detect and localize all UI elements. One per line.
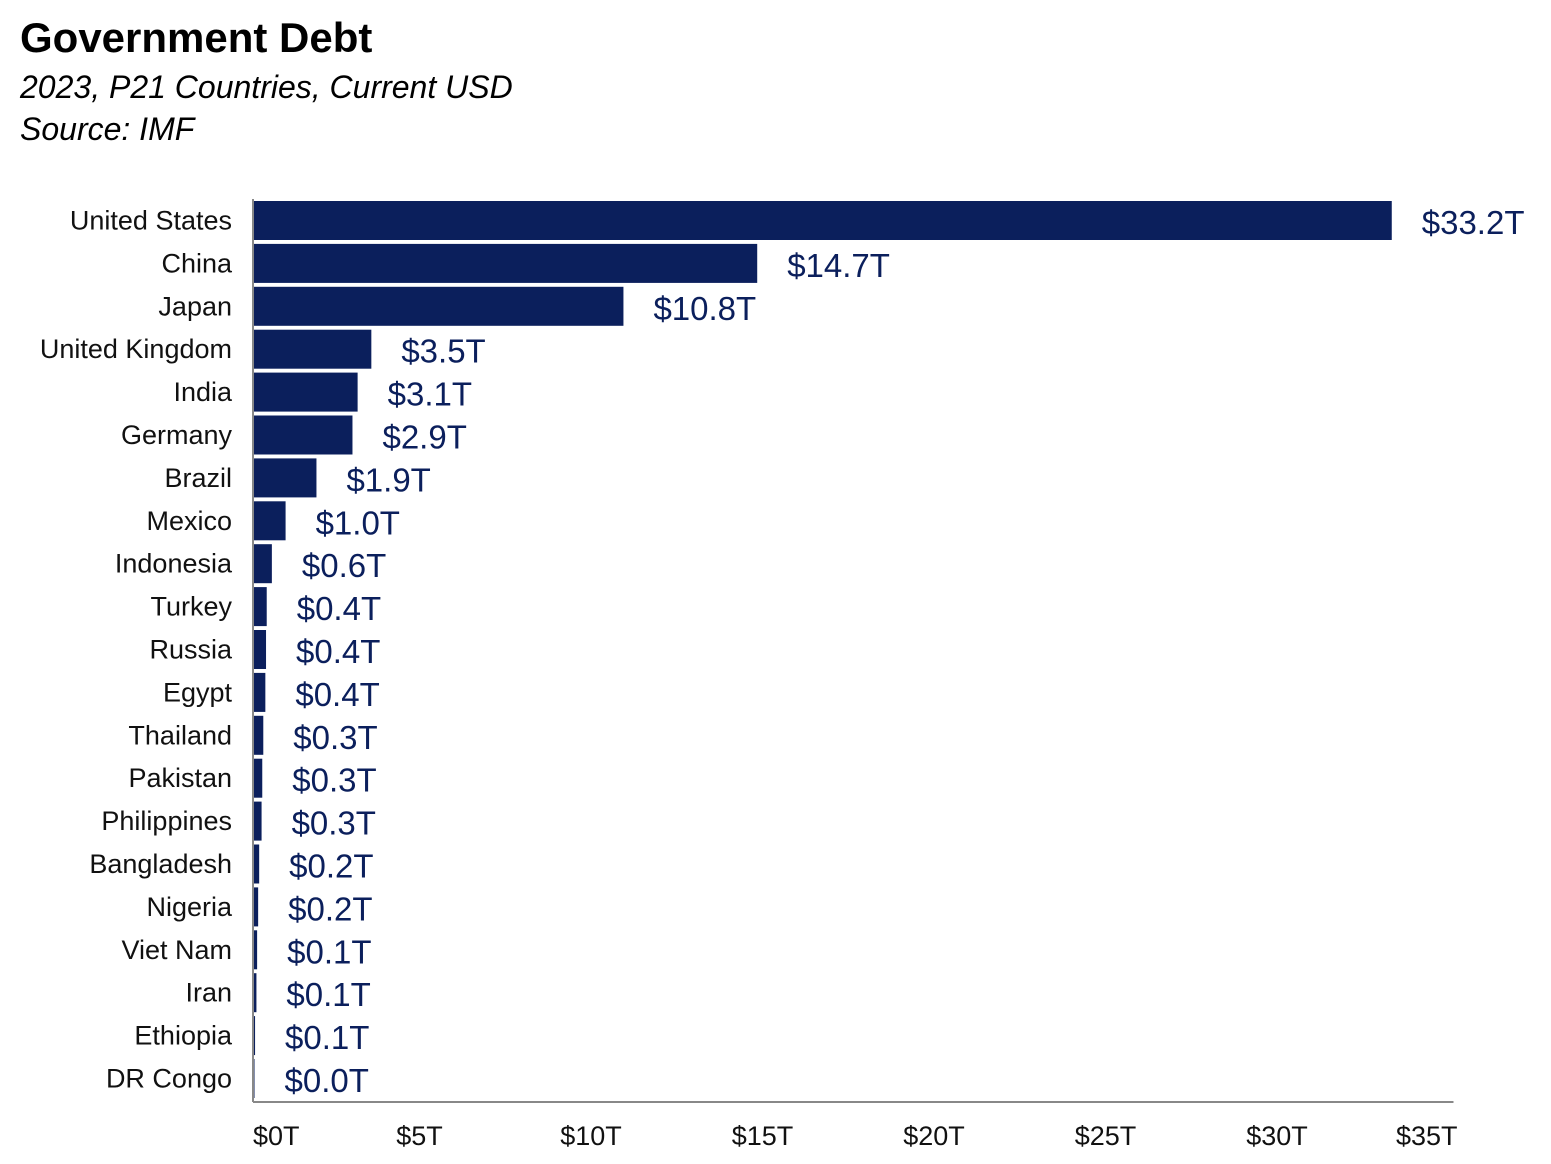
bar-bangladesh	[253, 844, 260, 884]
x-tick-label: $15T	[732, 1121, 794, 1151]
value-label: $3.5T	[401, 333, 485, 370]
value-label: $0.4T	[295, 676, 379, 713]
category-label: Germany	[121, 420, 233, 450]
category-label: India	[173, 377, 233, 407]
category-label: Nigeria	[146, 892, 233, 922]
x-tick-label: $30T	[1246, 1121, 1308, 1151]
x-tick-label: $5T	[396, 1121, 443, 1151]
bar-philippines	[253, 801, 262, 841]
category-label: Viet Nam	[121, 935, 232, 965]
value-label: $0.1T	[285, 1019, 369, 1056]
category-label: Russia	[149, 635, 233, 665]
bar-pakistan	[253, 758, 263, 798]
category-label: Thailand	[128, 720, 232, 750]
value-label: $0.4T	[296, 633, 380, 670]
bar-iran	[253, 973, 257, 1013]
x-tick-label: $25T	[1075, 1121, 1137, 1151]
category-label: Indonesia	[115, 549, 233, 579]
category-label: Ethiopia	[134, 1021, 233, 1051]
value-label: $0.3T	[292, 805, 376, 842]
bar-germany	[253, 415, 353, 455]
category-label: Turkey	[150, 592, 232, 622]
x-tick-label: $0T	[253, 1121, 300, 1151]
category-label: Iran	[185, 978, 232, 1008]
value-label: $0.0T	[285, 1062, 369, 1099]
bar-japan	[253, 286, 624, 326]
chart-source: Source: IMF	[20, 111, 195, 147]
value-label: $1.9T	[346, 461, 430, 498]
bar-nigeria	[253, 887, 259, 927]
chart-subtitle: 2023, P21 Countries, Current USD	[20, 69, 513, 105]
category-label: Pakistan	[128, 763, 232, 793]
bar-viet-nam	[253, 930, 258, 970]
x-axis: $0T $5T $10T $15T $20T $25T $30T $35T	[252, 199, 1458, 1151]
value-label: $2.9T	[382, 419, 466, 456]
category-label: Japan	[158, 291, 232, 321]
value-label: $0.4T	[297, 590, 381, 627]
value-label: $33.2T	[1422, 204, 1525, 241]
value-label: $1.0T	[316, 504, 400, 541]
category-label: Mexico	[146, 506, 232, 536]
category-label: Egypt	[163, 677, 233, 707]
x-tick-label: $10T	[560, 1121, 622, 1151]
bar-russia	[253, 630, 267, 669]
value-label: $0.3T	[292, 762, 376, 799]
category-label: Bangladesh	[89, 849, 232, 879]
value-label: $0.2T	[289, 848, 373, 885]
category-label: United States	[70, 206, 232, 236]
bar-india	[253, 372, 358, 412]
category-label: Brazil	[164, 463, 232, 493]
bar-turkey	[253, 587, 267, 627]
value-label: $0.1T	[287, 933, 371, 970]
value-label: $14.7T	[787, 247, 890, 284]
category-label: Philippines	[101, 806, 232, 836]
value-label: $0.1T	[286, 976, 370, 1013]
category-label: United Kingdom	[40, 334, 232, 364]
bar-egypt	[253, 672, 266, 712]
value-label: $3.1T	[388, 376, 472, 413]
x-tick-label: $20T	[903, 1121, 965, 1151]
value-label: $0.6T	[302, 547, 386, 584]
bar-united-states	[253, 201, 1392, 240]
value-label: $0.3T	[293, 719, 377, 756]
bars-layer: United States $33.2T China $14.7T Japan $10.8…	[40, 201, 1525, 1099]
bar-indonesia	[253, 544, 272, 584]
value-label: $10.8T	[653, 290, 756, 327]
bar-thailand	[253, 715, 264, 755]
bar-mexico	[253, 501, 286, 541]
bar-ethiopia	[253, 1016, 256, 1056]
bar-china	[253, 243, 758, 283]
category-label: China	[161, 248, 233, 278]
bar-united-kingdom	[253, 329, 372, 369]
value-label: $0.2T	[288, 890, 372, 927]
category-label: DR Congo	[106, 1064, 232, 1094]
bar-brazil	[253, 458, 317, 498]
chart-title: Government Debt	[20, 14, 373, 61]
x-tick-label: $35T	[1396, 1121, 1458, 1151]
